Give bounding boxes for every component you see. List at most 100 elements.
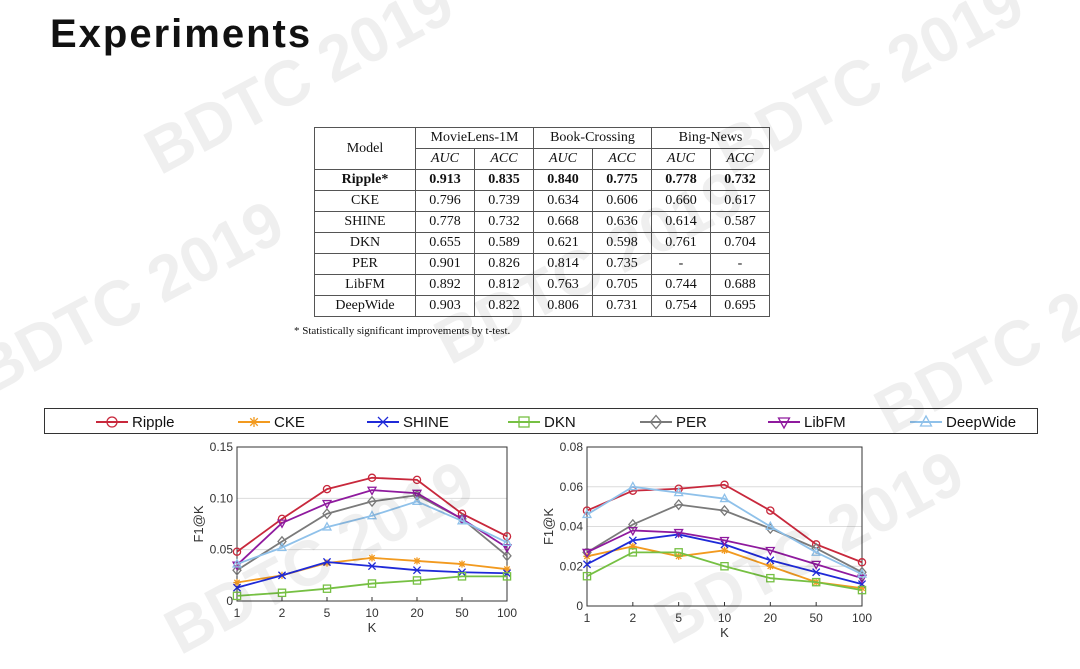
metric-value-cell: - bbox=[651, 253, 711, 275]
series-line-dkn bbox=[586, 551, 863, 591]
x-tick-label: 100 bbox=[852, 611, 872, 625]
data-point-ripple bbox=[412, 475, 422, 485]
data-point-shine bbox=[582, 560, 592, 569]
metric-value-cell: 0.634 bbox=[533, 190, 593, 212]
data-point-ripple bbox=[232, 547, 242, 556]
legend-item-ripple: Ripple bbox=[95, 409, 175, 435]
data-point-deepwide bbox=[719, 493, 730, 503]
data-point-cke bbox=[629, 542, 637, 550]
data-point-libfm bbox=[231, 561, 243, 571]
metric-value-cell: 0.826 bbox=[474, 253, 534, 275]
metric-value-cell: 0.668 bbox=[533, 211, 593, 233]
model-name-cell: DeepWide bbox=[314, 295, 416, 317]
data-point-ripple bbox=[367, 473, 377, 483]
table-row: DKN 0.655 0.589 0.621 0.598 0.761 0.704 bbox=[314, 232, 770, 254]
data-point-per bbox=[502, 550, 512, 562]
data-point-cke bbox=[766, 562, 774, 570]
y-tick-label: 0 bbox=[576, 599, 583, 613]
dataset-header: MovieLens-1M bbox=[415, 127, 534, 149]
data-point-ripple bbox=[502, 532, 512, 541]
x-tick-label: 5 bbox=[324, 606, 331, 620]
data-point-deepwide bbox=[411, 495, 423, 505]
metric-value-cell: 0.732 bbox=[474, 211, 534, 233]
x-tick-label: 1 bbox=[584, 611, 591, 625]
data-point-shine bbox=[812, 568, 821, 577]
data-point-deepwide bbox=[581, 508, 593, 519]
data-point-deepwide bbox=[765, 520, 776, 531]
metric-value-cell: 0.775 bbox=[592, 169, 652, 191]
metric-value-cell: 0.735 bbox=[592, 253, 652, 275]
model-name-cell: Ripple* bbox=[314, 169, 416, 191]
table-footnote: * Statistically significant improvements… bbox=[294, 325, 511, 337]
data-point-ripple bbox=[766, 506, 775, 515]
metric-value-cell: 0.913 bbox=[415, 169, 475, 191]
x-tick-label: 2 bbox=[629, 611, 636, 625]
metric-value-cell: 0.744 bbox=[651, 274, 711, 296]
data-point-per bbox=[628, 518, 638, 531]
data-point-cke bbox=[503, 565, 511, 573]
data-point-dkn bbox=[857, 585, 867, 595]
y-tick-label: 0.02 bbox=[560, 559, 584, 573]
metric-header-row: AUC ACC AUC ACC AUC ACC bbox=[315, 148, 770, 170]
table-row: DeepWide 0.903 0.822 0.806 0.731 0.754 0.695 bbox=[314, 295, 770, 317]
data-point-deepwide bbox=[673, 487, 684, 497]
data-point-cke bbox=[323, 559, 331, 567]
legend-item-libfm: LibFM bbox=[767, 409, 846, 435]
x-tick-label: 20 bbox=[410, 606, 424, 620]
page-title: Experiments bbox=[50, 12, 313, 56]
legend-item-shine: SHINE bbox=[366, 409, 449, 435]
f1-chart-left: 0 0.05 0.10 0.15 1 2 5 10 20 50 100 K F1@K bbox=[191, 440, 517, 635]
triangle-down-marker-icon bbox=[768, 417, 800, 430]
data-point-shine bbox=[367, 562, 377, 571]
x-tick-label: 1 bbox=[234, 606, 241, 620]
data-point-libfm bbox=[581, 548, 593, 559]
legend-label: LibFM bbox=[804, 413, 846, 431]
metric-value-cell: 0.606 bbox=[592, 190, 652, 212]
data-point-cke bbox=[368, 554, 376, 562]
y-tick-label: 0.06 bbox=[560, 480, 584, 494]
data-point-deepwide bbox=[321, 521, 333, 531]
data-point-deepwide bbox=[501, 536, 513, 547]
data-point-per bbox=[719, 504, 730, 517]
data-point-deepwide bbox=[627, 481, 638, 491]
metric-value-cell: 0.688 bbox=[710, 274, 770, 296]
data-point-shine bbox=[322, 557, 332, 567]
metric-header: ACC bbox=[710, 148, 770, 170]
data-point-deepwide bbox=[276, 541, 288, 552]
data-point-per bbox=[673, 498, 684, 511]
legend-label: Ripple bbox=[132, 413, 175, 431]
model-name-cell: DKN bbox=[314, 232, 416, 254]
series-line-deepwide bbox=[236, 500, 508, 565]
data-point-dkn bbox=[322, 584, 332, 593]
data-point-dkn bbox=[502, 572, 512, 581]
data-point-per bbox=[322, 508, 332, 520]
x-tick-label: 20 bbox=[764, 611, 778, 625]
data-point-libfm bbox=[765, 546, 776, 557]
metric-value-cell: 0.812 bbox=[474, 274, 534, 296]
metric-value-cell: 0.903 bbox=[415, 295, 475, 317]
data-point-ripple bbox=[322, 484, 332, 494]
table-row: SHINE 0.778 0.732 0.668 0.636 0.614 0.587 bbox=[314, 211, 770, 233]
x-tick-label: 50 bbox=[455, 606, 469, 620]
f1-chart-right: 0 0.02 0.04 0.06 0.08 1 2 5 10 20 50 100 K F1@K bbox=[541, 440, 872, 640]
x-tick-label: 5 bbox=[675, 611, 682, 625]
metric-header: AUC bbox=[533, 148, 593, 170]
metric-value-cell: 0.840 bbox=[533, 169, 593, 191]
data-point-dkn bbox=[674, 548, 683, 557]
y-tick-label: 0 bbox=[226, 594, 233, 608]
metric-value-cell: 0.806 bbox=[533, 295, 593, 317]
metric-value-cell: 0.763 bbox=[533, 274, 593, 296]
x-tick-label: 100 bbox=[497, 606, 517, 620]
series-line-dkn bbox=[236, 575, 507, 597]
metric-value-cell: 0.695 bbox=[710, 295, 770, 317]
data-point-per bbox=[232, 564, 242, 576]
data-point-per bbox=[367, 495, 377, 508]
results-table: Model MovieLens-1M Book-Crossing Bing-Ne… bbox=[314, 127, 770, 317]
model-name-cell: CKE bbox=[314, 190, 416, 212]
chart-legend: Ripple CKE SHINE DKN PER LibFM DeepWide bbox=[44, 408, 1038, 434]
data-point-cke bbox=[720, 546, 729, 554]
legend-item-cke: CKE bbox=[237, 409, 305, 435]
data-point-dkn bbox=[582, 571, 592, 581]
metric-value-cell: 0.761 bbox=[651, 232, 711, 254]
y-tick-label: 0.15 bbox=[210, 440, 234, 454]
